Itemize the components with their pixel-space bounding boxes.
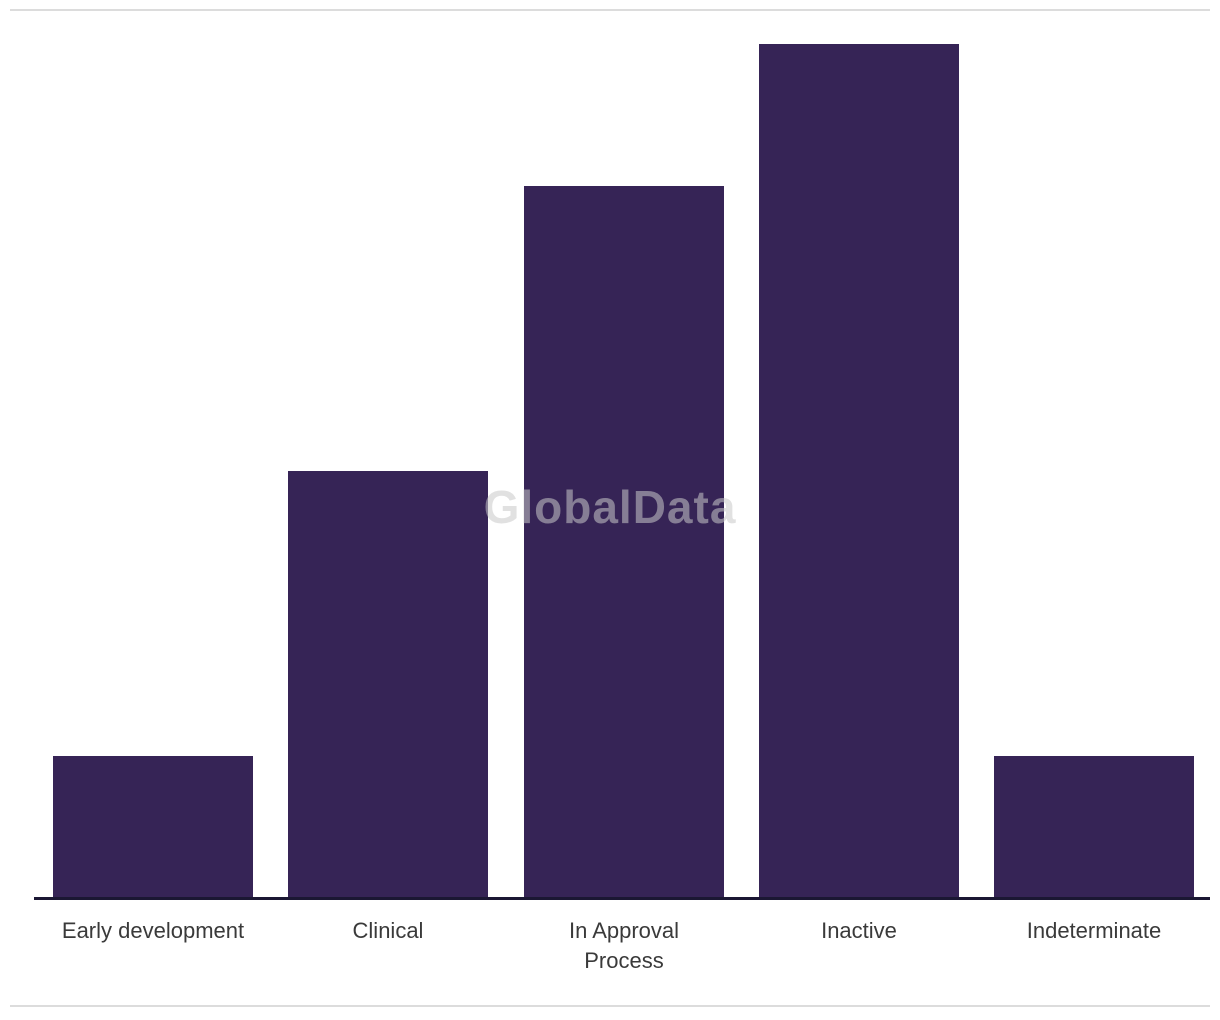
bar (288, 471, 488, 898)
x-axis-line (34, 897, 1210, 900)
x-axis-label: Early development (61, 918, 245, 943)
bar (994, 756, 1194, 898)
x-axis-label: In Approval Process (568, 918, 680, 973)
top-divider (10, 9, 1210, 11)
bar (759, 44, 959, 898)
x-axis-label: Inactive (821, 918, 897, 943)
bar (53, 756, 253, 898)
x-axis-label: Indeterminate (1026, 918, 1162, 943)
x-axis-label: Clinical (352, 918, 424, 943)
bar (524, 186, 724, 898)
bottom-divider (10, 1005, 1210, 1007)
